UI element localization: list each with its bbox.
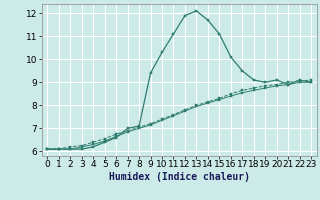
X-axis label: Humidex (Indice chaleur): Humidex (Indice chaleur)	[109, 172, 250, 182]
